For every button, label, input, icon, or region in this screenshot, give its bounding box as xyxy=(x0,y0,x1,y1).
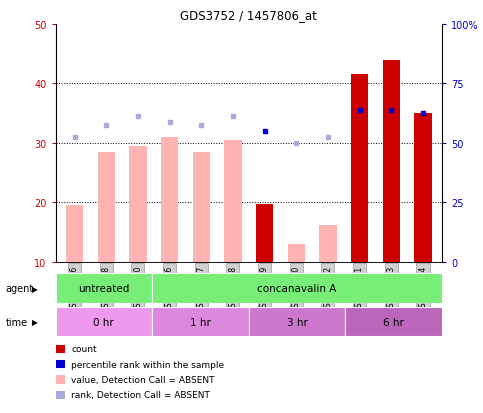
Bar xyxy=(224,140,242,262)
Bar xyxy=(152,307,249,337)
Text: 1 hr: 1 hr xyxy=(190,317,211,327)
Text: count: count xyxy=(71,344,97,354)
Bar xyxy=(256,204,273,262)
Bar xyxy=(129,147,147,262)
Bar xyxy=(383,60,400,262)
Text: agent: agent xyxy=(6,284,34,294)
Text: percentile rank within the sample: percentile rank within the sample xyxy=(71,360,224,369)
Text: 3 hr: 3 hr xyxy=(286,317,308,327)
Title: GDS3752 / 1457806_at: GDS3752 / 1457806_at xyxy=(180,9,317,22)
Bar xyxy=(98,152,115,262)
Bar xyxy=(66,206,83,262)
Bar xyxy=(56,274,152,304)
Bar xyxy=(56,307,152,337)
Bar xyxy=(193,152,210,262)
Bar xyxy=(249,307,345,337)
Text: value, Detection Call = ABSENT: value, Detection Call = ABSENT xyxy=(71,375,214,384)
Text: 6 hr: 6 hr xyxy=(383,317,404,327)
Bar xyxy=(351,75,369,262)
Text: untreated: untreated xyxy=(78,284,129,294)
Bar xyxy=(152,274,442,304)
Bar xyxy=(287,244,305,262)
Bar xyxy=(319,225,337,262)
Text: 0 hr: 0 hr xyxy=(94,317,114,327)
Bar xyxy=(345,307,442,337)
Text: rank, Detection Call = ABSENT: rank, Detection Call = ABSENT xyxy=(71,390,210,399)
Text: ▶: ▶ xyxy=(32,317,38,326)
Text: time: time xyxy=(6,317,28,327)
Bar xyxy=(414,114,432,262)
Text: concanavalin A: concanavalin A xyxy=(257,284,337,294)
Text: ▶: ▶ xyxy=(32,284,38,293)
Bar xyxy=(161,138,178,262)
